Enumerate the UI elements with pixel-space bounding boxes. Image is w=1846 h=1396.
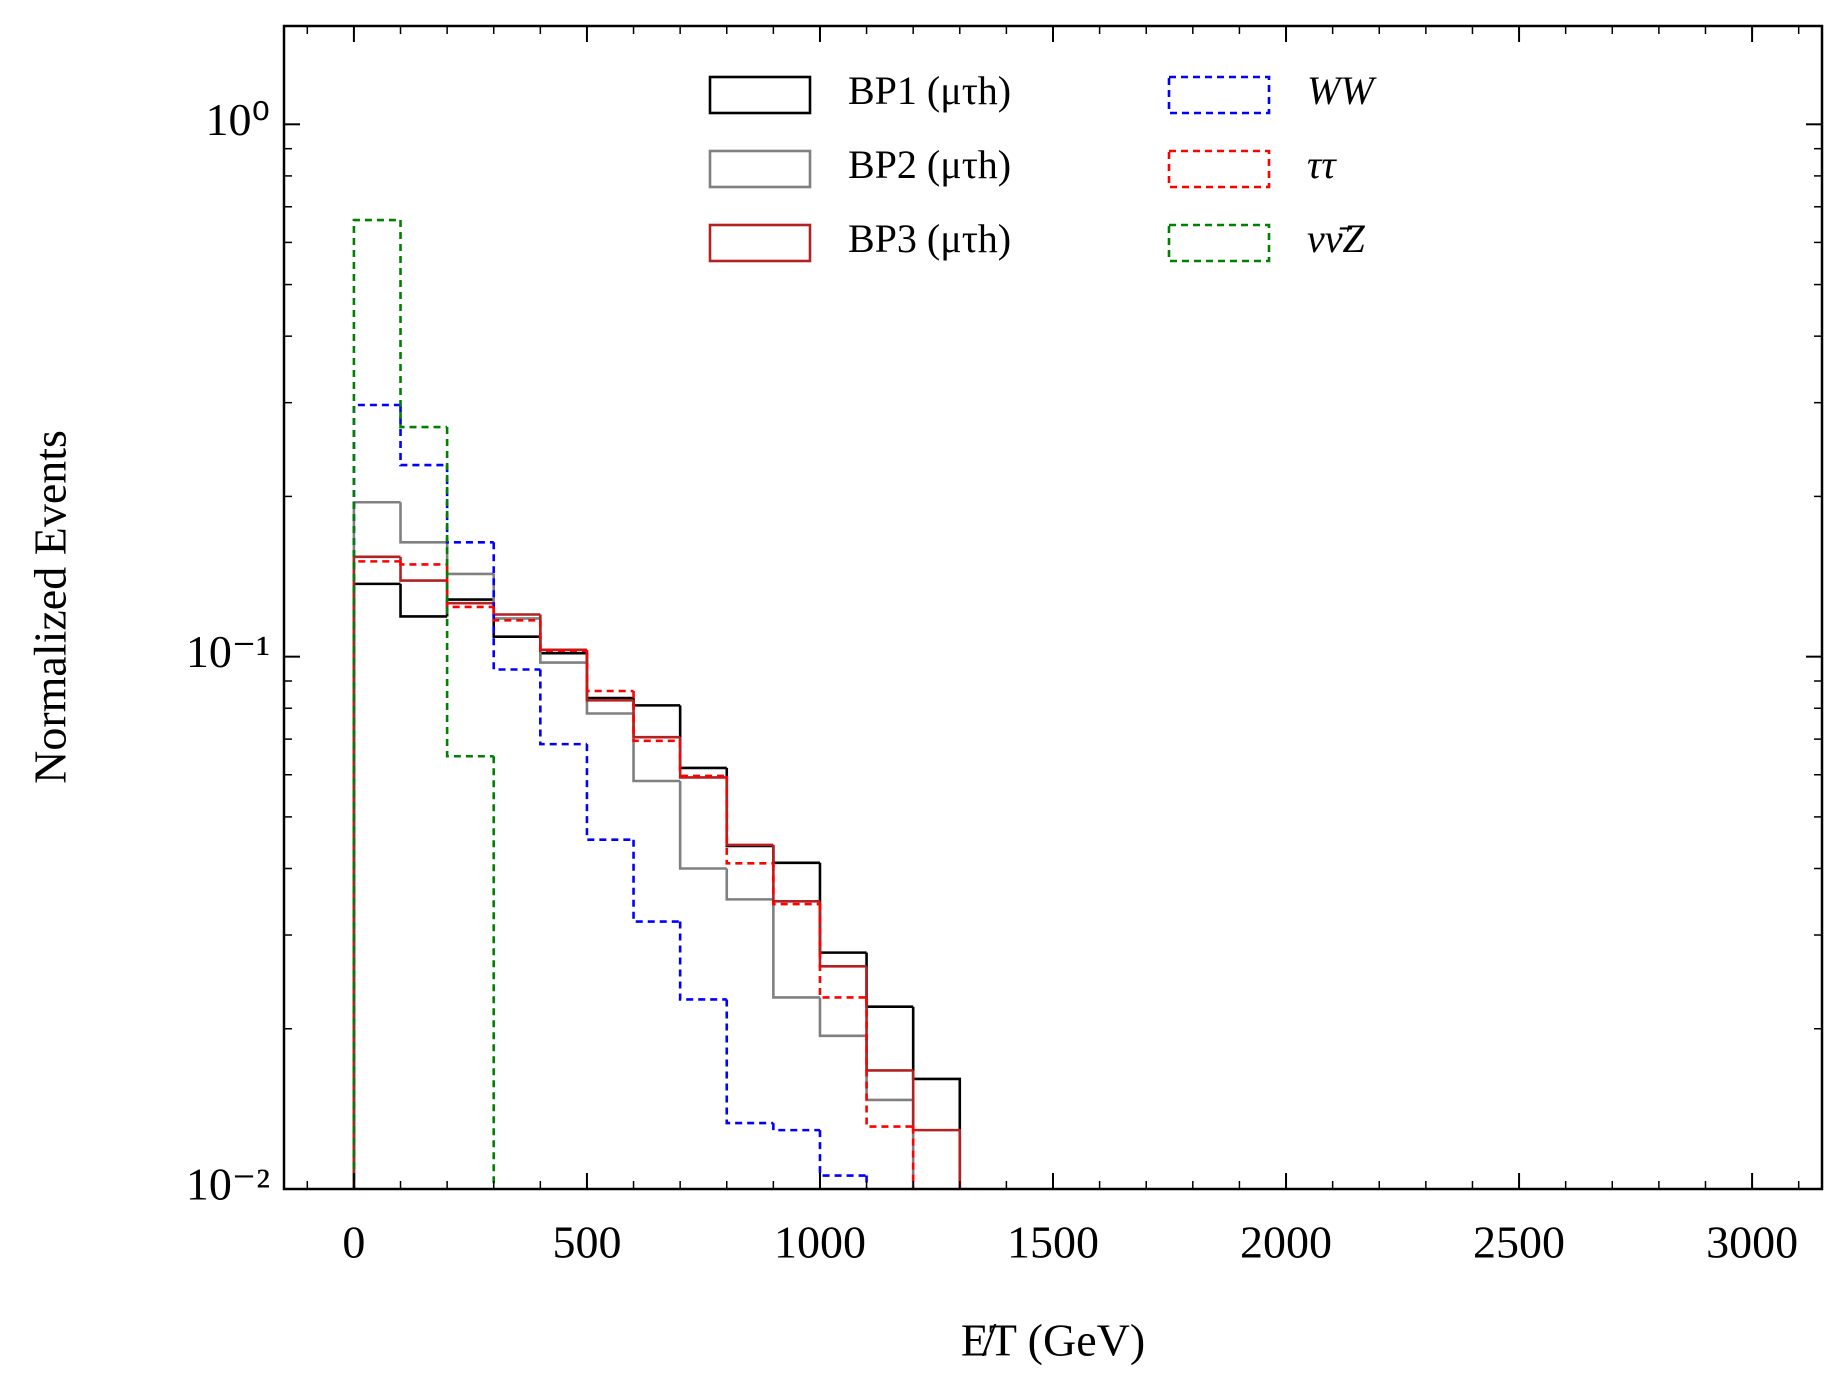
- histogram-bin: [818, 904, 867, 999]
- histogram-bin: [492, 603, 541, 616]
- histogram-bin: [678, 737, 727, 779]
- histogram-bin: [911, 1070, 962, 1189]
- histogram-bin: [818, 862, 867, 954]
- y-tick-label: 10⁰: [206, 94, 270, 145]
- histogram-bin: [399, 502, 448, 544]
- histogram-bin: [678, 781, 727, 870]
- legend-label: BP3 (μτh): [848, 216, 1011, 261]
- histogram-bin: [865, 966, 914, 1072]
- histogram-bin: [539, 618, 587, 664]
- histogram-bin: [585, 744, 634, 842]
- plot-area: [352, 218, 962, 1189]
- x-tick-label: 3000: [1706, 1217, 1798, 1268]
- histogram-bin: [352, 582, 401, 1189]
- histogram-bin: [772, 899, 820, 999]
- histogram-bin: [352, 500, 401, 1189]
- histogram-bin: [539, 614, 587, 652]
- histogram-bin: [632, 713, 681, 783]
- histogram-bin: [911, 1126, 915, 1189]
- histogram-bin: [678, 921, 727, 1001]
- histogram-bin: [772, 844, 820, 903]
- histogram-bin: [539, 669, 587, 746]
- histogram-bin: [539, 620, 587, 653]
- histogram-bin: [725, 767, 774, 848]
- histogram-bin: [725, 868, 774, 901]
- histogram-bin: [911, 1099, 915, 1189]
- legend-label: ττ: [1307, 142, 1337, 187]
- histogram-bin: [818, 1130, 867, 1177]
- x-tick-label: 500: [552, 1217, 621, 1268]
- histogram-bin: [352, 560, 401, 1189]
- legend-label: BP2 (μτh): [848, 142, 1011, 187]
- histogram-bin: [725, 775, 774, 865]
- x-tick-label: 2000: [1240, 1217, 1332, 1268]
- histogram-bin: [445, 427, 494, 758]
- histogram-bin: [352, 555, 401, 1189]
- histogram-bin: [865, 1175, 868, 1189]
- legend-label: νν̄Z: [1307, 216, 1366, 261]
- x-tick-label: 0: [342, 1217, 365, 1268]
- histogram-bin: [911, 1006, 962, 1189]
- histogram-bin: [632, 700, 681, 739]
- histogram-bin: [492, 573, 541, 620]
- x-tick-label: 1500: [1007, 1217, 1099, 1268]
- legend-handle: [708, 149, 812, 189]
- histogram-bin: [492, 542, 541, 671]
- histogram-bin: [818, 997, 867, 1038]
- histogram-bin: [772, 1123, 820, 1132]
- histogram-bin: [445, 542, 494, 576]
- legend-handle: [708, 223, 812, 263]
- histogram-bin: [445, 564, 494, 609]
- legend-handle: [708, 75, 812, 115]
- histogram-bin: [865, 1035, 914, 1102]
- histogram-bin: [492, 756, 496, 1189]
- histogram-bin: [865, 997, 914, 1128]
- histogram-bin: [352, 218, 401, 1189]
- y-tick-label: 10⁻¹: [186, 626, 270, 677]
- histogram-bin: [632, 839, 681, 923]
- histogram-bin: [399, 583, 448, 618]
- legend-label: WW: [1307, 68, 1377, 113]
- histogram-bin: [678, 705, 727, 770]
- legend-handle: [1167, 223, 1271, 263]
- histogram-bin: [492, 606, 541, 622]
- histogram-bin: [399, 561, 448, 566]
- histogram-bin: [772, 845, 820, 865]
- legend-handle: [1167, 75, 1271, 115]
- histogram-bin: [445, 465, 494, 544]
- y-tick-label: 10⁻²: [186, 1159, 270, 1210]
- legend-handle: [1167, 149, 1271, 189]
- histogram-bin: [585, 649, 634, 702]
- histogram-bin: [632, 698, 681, 707]
- legend-label: BP1 (μτh): [848, 68, 1011, 113]
- histogram-bin: [678, 740, 727, 778]
- histogram-bin: [352, 403, 401, 1189]
- histogram-bin: [725, 999, 774, 1125]
- histogram-bin: [585, 650, 634, 693]
- axes-frame: [282, 24, 1824, 1191]
- x-axis-label: E̸T (GeV): [961, 1315, 1145, 1366]
- histogram-bin: [399, 404, 448, 467]
- histogram-bin: [725, 777, 774, 847]
- histogram-bin: [772, 863, 820, 906]
- y-axis-label: Normalized Events: [25, 430, 76, 784]
- x-tick-label: 1000: [774, 1217, 866, 1268]
- histogram-bin: [399, 220, 448, 429]
- x-tick-label: 2500: [1473, 1217, 1565, 1268]
- histogram-bin: [865, 952, 914, 1009]
- histogram-bin: [818, 901, 867, 968]
- histogram-bin: [632, 690, 681, 743]
- histogram-bin: [399, 556, 448, 582]
- histogram-bin: [585, 662, 634, 715]
